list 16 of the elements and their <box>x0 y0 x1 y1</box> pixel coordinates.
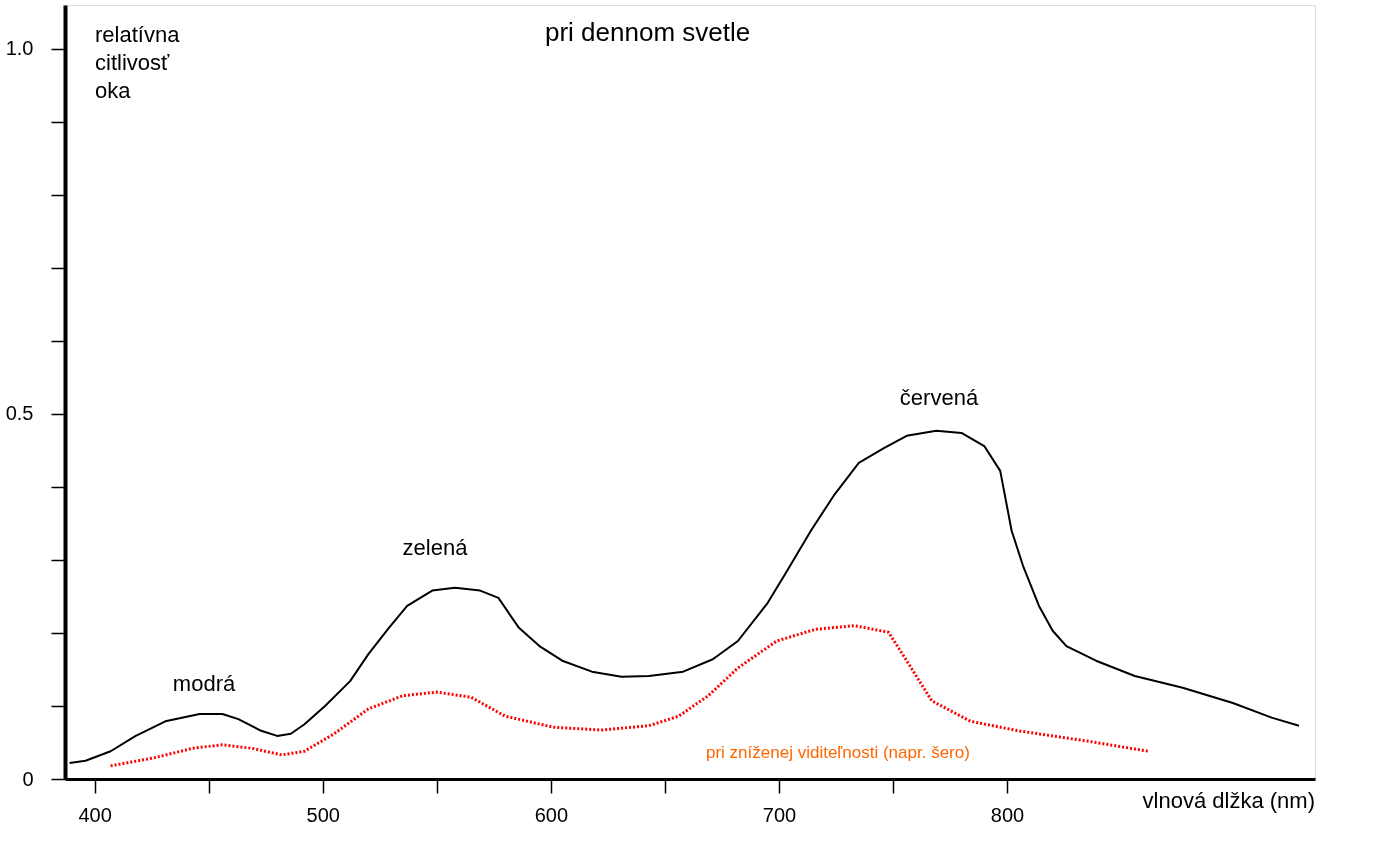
x-tick-label: 500 <box>306 803 340 826</box>
annotation: zelená <box>402 535 469 560</box>
y-tick-label: 0.5 <box>5 402 34 425</box>
y-tick-label: 1.0 <box>5 37 34 60</box>
x-tick-label: 800 <box>990 803 1025 826</box>
annotation: modrá <box>172 671 236 696</box>
text: pri dennom svetle <box>545 17 751 47</box>
y-axis-title: relatívna citlivosť oka <box>95 22 181 103</box>
x-tick-label: 600 <box>534 803 569 826</box>
y-tick-label: 0 <box>22 767 34 790</box>
x-tick-label: 400 <box>78 803 112 826</box>
series-label: pri zníženej viditeľnosti (napr. šero) <box>706 743 970 762</box>
line-series <box>109 624 1150 768</box>
x-axis-title: vlnová dlžka (nm) <box>1142 788 1315 813</box>
x-tick-label: 700 <box>762 803 797 826</box>
annotation: červená <box>899 385 979 410</box>
